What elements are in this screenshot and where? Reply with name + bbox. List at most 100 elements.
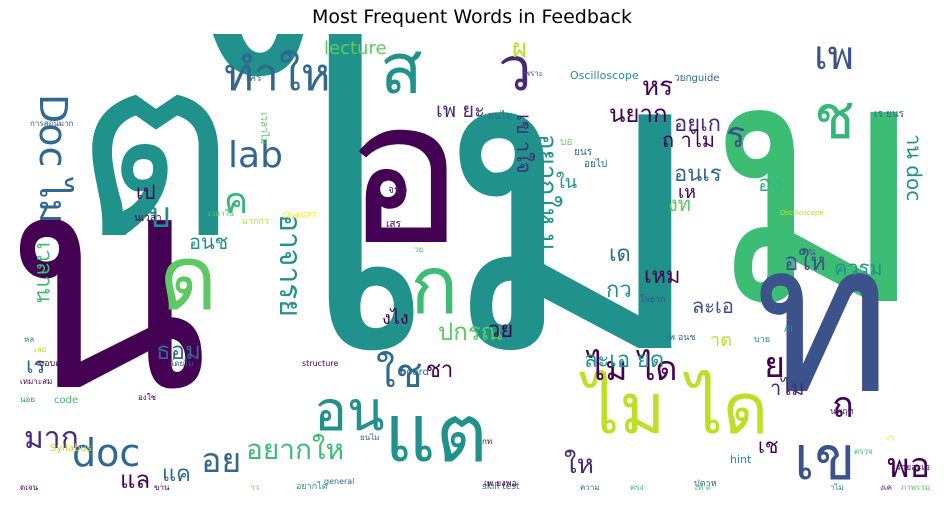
cloud-word: าน doc <box>902 134 926 202</box>
cloud-word: AI <box>784 325 793 335</box>
cloud-word: Syllabus <box>50 443 92 454</box>
cloud-word: อยากให <box>246 433 345 466</box>
cloud-word: รายละเอ <box>896 463 930 473</box>
cloud-word: เป <box>136 180 156 204</box>
cloud-word: มาก <box>24 421 79 456</box>
cloud-word: บ <box>148 195 171 236</box>
cloud-word: อให <box>784 248 826 276</box>
cloud-word: อ <box>344 57 465 290</box>
cloud-word: นยาก <box>609 100 668 128</box>
cloud-word: เวลาใน <box>208 209 234 218</box>
cloud-word: นเวลา <box>134 213 162 224</box>
cloud-word: เวลาน <box>31 242 56 303</box>
cloud-word: เร <box>26 354 46 379</box>
cloud-word: ก <box>410 239 459 332</box>
cloud-word: ต <box>74 34 237 294</box>
cloud-word: องใช <box>138 393 157 402</box>
cloud-word: เข าใจ <box>512 114 536 174</box>
cloud-word: กท <box>482 437 493 446</box>
cloud-word: เด <box>609 242 631 267</box>
cloud-word: ปกรณ <box>438 318 503 346</box>
cloud-word: แค <box>162 462 191 487</box>
cloud-word: doc <box>72 431 141 475</box>
cloud-word: skill test <box>482 482 520 492</box>
cloud-word: ชา <box>426 358 454 383</box>
cloud-word: หล <box>24 335 35 344</box>
cloud-word: hint <box>730 453 752 466</box>
cloud-word: code <box>54 395 79 406</box>
cloud-word: ดเจน <box>20 483 39 492</box>
cloud-word: อาจารย <box>272 214 307 317</box>
cloud-word: ร <box>726 115 746 156</box>
cloud-word: ภาพรวม <box>900 483 930 492</box>
cloud-word: ท <box>754 196 893 441</box>
cloud-word: ไม <box>224 34 713 448</box>
cloud-word: เวลาไม <box>258 112 269 145</box>
cloud-word: ยนร <box>574 147 593 158</box>
cloud-word: ความ <box>580 483 600 492</box>
cloud-word: วย <box>488 318 514 343</box>
cloud-word: ตรง <box>630 483 644 492</box>
cloud-word: อยากได <box>296 482 328 492</box>
cloud-word: ย <box>764 345 786 386</box>
cloud-word: แล <box>120 466 151 492</box>
cloud-word: งไง <box>382 308 409 329</box>
cloud-word: เพ <box>814 34 855 79</box>
cloud-word: พอ <box>887 446 930 486</box>
cloud-word: คน <box>802 247 816 258</box>
cloud-word: ละเอ <box>692 294 734 318</box>
cloud-word: เช <box>758 434 779 458</box>
cloud-word: งเค <box>880 483 892 492</box>
cloud-word: อนเร <box>674 162 722 187</box>
cloud-word: ไม ได <box>588 349 678 389</box>
cloud-word: เพ ยงพอ <box>484 479 517 489</box>
cloud-word: อง <box>758 172 782 197</box>
cloud-word: ผ <box>512 34 528 64</box>
cloud-word: าต <box>710 330 732 351</box>
cloud-word: Oscilloscope <box>780 209 824 217</box>
word-cloud: ไมมตนอทดกสวชแต ไม ได เข อน ทำให Doc ไม doc lab เ… <box>14 34 930 492</box>
cloud-word: อน <box>314 379 385 443</box>
cloud-word: ถ าไม <box>662 128 715 152</box>
cloud-word: ใจยาก <box>640 295 666 305</box>
cloud-word: ละเอ ยด <box>584 348 665 373</box>
cloud-word: ทำให <box>224 48 331 101</box>
cloud-word: อยากให ม <box>532 134 562 251</box>
cloud-word: วยกguide <box>674 73 720 84</box>
cloud-word: ไม ได <box>584 368 769 450</box>
cloud-word: lab <box>228 135 283 176</box>
cloud-word: ค <box>224 181 249 222</box>
cloud-word: ม <box>705 34 930 382</box>
cloud-word: อย <box>201 441 242 481</box>
cloud-word: Doc ไม <box>31 94 75 224</box>
chart-title: Most Frequent Words in Feedback <box>312 6 632 28</box>
cloud-word: าไม <box>770 376 805 400</box>
cloud-word: การสอนมาก <box>30 119 74 128</box>
cloud-word: ส <box>380 34 423 110</box>
cloud-word: ใน <box>556 172 578 193</box>
cloud-word: น <box>14 109 210 458</box>
cloud-word: ปดาห <box>694 479 717 489</box>
cloud-word: าว <box>250 483 259 492</box>
cloud-word: แต <box>384 387 488 480</box>
cloud-word: าไม <box>830 483 844 492</box>
cloud-word: เหมาะสม <box>20 377 53 386</box>
cloud-word: ตรวจ <box>854 447 873 456</box>
cloud-word: มากกว <box>242 217 269 227</box>
cloud-word: ขอบค <box>38 359 62 369</box>
cloud-word: เพ ยะ <box>436 98 485 122</box>
cloud-word: ด <box>159 226 218 331</box>
cloud-word: อยเก <box>674 112 721 137</box>
cloud-word: งๆ <box>886 433 895 442</box>
cloud-word: เข <box>794 424 856 492</box>
cloud-word: ใช <box>376 351 423 397</box>
cloud-word: ChatGPT <box>282 211 317 220</box>
cloud-word: lecture <box>324 38 387 59</box>
cloud-word: ควรม <box>834 256 883 280</box>
cloud-word: ช <box>814 83 855 153</box>
cloud-word: อยไป <box>584 159 608 170</box>
cloud-word: จร ง <box>388 185 408 196</box>
cloud-word: เลย <box>34 345 47 354</box>
cloud-word: เห <box>678 182 697 203</box>
cloud-word: นพฤท <box>830 407 854 417</box>
